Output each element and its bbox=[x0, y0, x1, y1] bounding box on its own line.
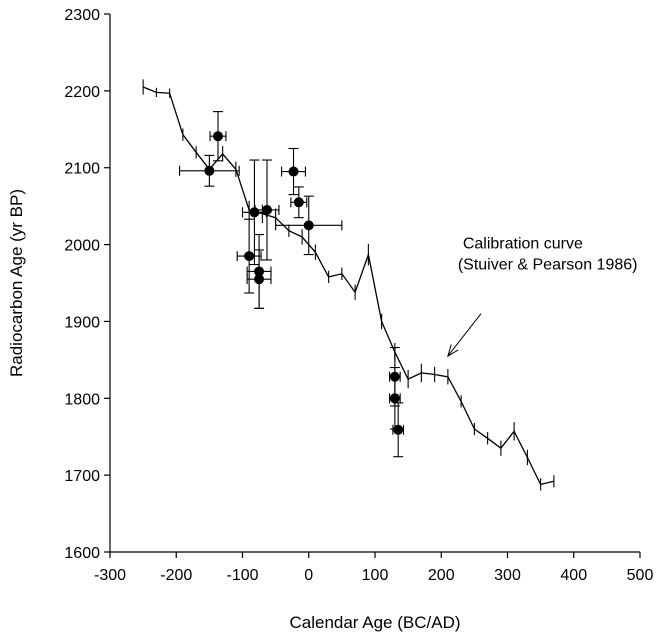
sample-point bbox=[288, 166, 299, 177]
sample-point bbox=[393, 424, 404, 435]
y-tick-label: 2200 bbox=[64, 84, 100, 101]
sample-points-layer bbox=[179, 111, 405, 458]
annotation-arrow-head bbox=[447, 344, 459, 358]
calibration-curve-line bbox=[142, 86, 555, 486]
y-tick-label: 1600 bbox=[64, 545, 100, 562]
sample-point bbox=[389, 393, 400, 404]
sample-point bbox=[249, 207, 260, 218]
sample-point-group bbox=[179, 154, 240, 187]
y-axis-title: Radiocarbon Age (yr BP) bbox=[7, 189, 26, 377]
x-tick-label: 500 bbox=[627, 567, 654, 584]
sample-point-group bbox=[209, 111, 227, 162]
sample-point bbox=[204, 165, 215, 176]
sample-point-group bbox=[290, 186, 308, 219]
x-tick-label: -200 bbox=[160, 567, 192, 584]
sample-point-group bbox=[254, 159, 280, 261]
sample-point bbox=[254, 274, 265, 285]
sample-point bbox=[262, 204, 273, 215]
y-tick-label: 2000 bbox=[64, 238, 100, 255]
x-tick-label: 0 bbox=[304, 567, 313, 584]
x-axis-title: Calendar Age (BC/AD) bbox=[289, 613, 460, 632]
y-tick-label: 2300 bbox=[64, 7, 100, 24]
annotation-arrow-line bbox=[447, 313, 482, 357]
calibration-curve-layer bbox=[142, 79, 555, 491]
x-tick-label: 200 bbox=[428, 567, 455, 584]
x-tick-label: 400 bbox=[560, 567, 587, 584]
annotation-text: (Stuiver & Pearson 1986) bbox=[458, 256, 638, 273]
sample-point-group bbox=[246, 249, 272, 309]
sample-point-group bbox=[236, 218, 262, 294]
y-tick-label: 1800 bbox=[64, 391, 100, 408]
x-tick-label: -100 bbox=[226, 567, 258, 584]
y-tick-label: 1700 bbox=[64, 468, 100, 485]
x-tick-label: 300 bbox=[494, 567, 521, 584]
sample-point-group bbox=[389, 366, 401, 430]
sample-point-group bbox=[392, 402, 405, 458]
annotation-text: Calibration curve bbox=[463, 235, 583, 252]
x-tick-label: -300 bbox=[94, 567, 126, 584]
axes-layer: -300 -200 -100 0 100 200 300 400 500 1600 1700 1800… bbox=[7, 7, 653, 632]
y-tick-label: 2100 bbox=[64, 161, 100, 178]
x-tick-label: 100 bbox=[362, 567, 389, 584]
sample-point bbox=[212, 131, 223, 142]
sample-point-group bbox=[281, 147, 306, 196]
sample-point bbox=[293, 197, 304, 208]
sample-point-group bbox=[275, 195, 343, 256]
sample-point bbox=[244, 251, 255, 262]
sample-point bbox=[303, 220, 314, 231]
annotation-layer: Calibration curve (Stuiver & Pearson 1986… bbox=[447, 235, 638, 358]
y-tick-label: 1900 bbox=[64, 314, 100, 331]
